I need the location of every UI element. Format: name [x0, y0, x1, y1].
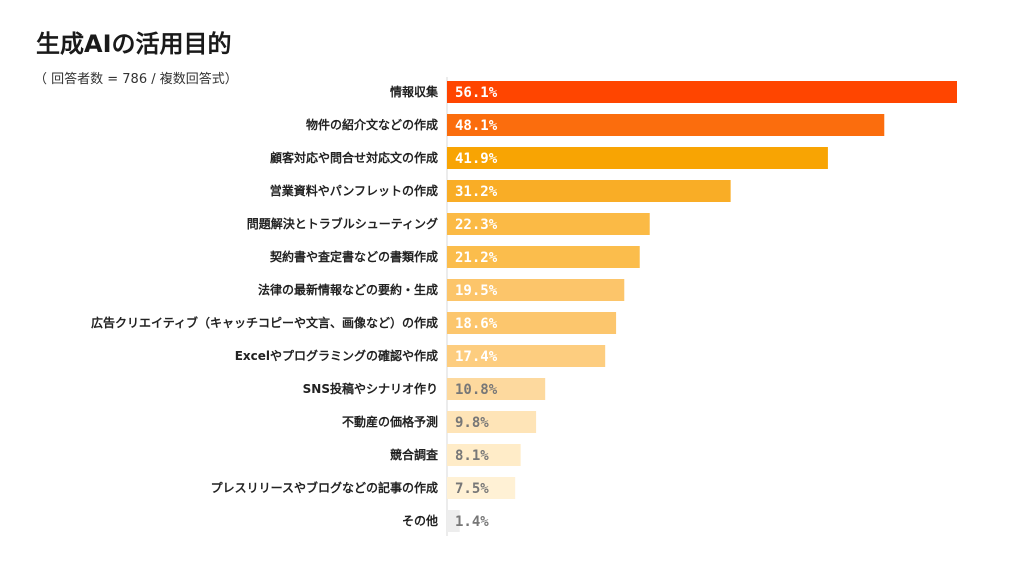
category-label: 営業資料やパンフレットの作成 — [270, 183, 438, 198]
bar — [447, 147, 828, 169]
bar — [447, 81, 957, 103]
chart-subtitle: （ 回答者数 = 786 / 複数回答式） — [34, 72, 238, 87]
bar — [447, 246, 640, 268]
category-label: その他 — [402, 513, 438, 528]
value-label: 17.4% — [455, 349, 498, 365]
value-label: 48.1% — [455, 118, 498, 134]
category-label: 不動産の価格予測 — [342, 414, 438, 429]
bar — [447, 510, 460, 532]
value-label: 19.5% — [455, 283, 498, 299]
category-label: 法律の最新情報などの要約・生成 — [258, 282, 438, 297]
chart-title: 生成AIの活用目的 — [36, 30, 232, 58]
bar — [447, 279, 625, 301]
value-label: 1.4% — [455, 514, 489, 530]
bar — [447, 312, 617, 334]
value-label: 56.1% — [455, 85, 498, 101]
value-label: 7.5% — [455, 481, 489, 497]
value-label: 18.6% — [455, 316, 498, 332]
value-label: 22.3% — [455, 217, 498, 233]
value-label: 9.8% — [455, 415, 489, 431]
bar — [447, 345, 606, 367]
bar — [447, 444, 521, 466]
value-label: 21.2% — [455, 250, 498, 266]
value-label: 10.8% — [455, 382, 498, 398]
bar — [447, 213, 650, 235]
bar — [447, 477, 516, 499]
category-label: 顧客対応や問合せ対応文の作成 — [270, 150, 438, 165]
category-label: 物件の紹介文などの作成 — [306, 117, 438, 132]
bar — [447, 180, 731, 202]
bar — [447, 378, 546, 400]
category-label: プレスリリースやブログなどの記事の作成 — [211, 480, 438, 495]
category-label: 情報収集 — [390, 84, 439, 99]
bars-group: 情報収集 56.1% 物件の紹介文などの作成 48.1% 顧客対応や問合せ対応文の作成 4… — [91, 81, 957, 532]
bar — [447, 114, 885, 136]
category-label: 問題解決とトラブルシューティング — [247, 216, 438, 231]
value-label: 31.2% — [455, 184, 498, 200]
value-label: 41.9% — [455, 151, 498, 167]
category-label: SNS投稿やシナリオ作り — [303, 381, 438, 396]
bar — [447, 411, 537, 433]
category-label: 広告クリエイティブ（キャッチコピーや文言、画像など）の作成 — [91, 315, 438, 330]
category-label: 競合調査 — [390, 447, 439, 462]
category-label: Excelやプログラミングの確認や作成 — [235, 348, 438, 363]
category-label: 契約書や査定書などの書類作成 — [269, 249, 438, 264]
value-label: 8.1% — [455, 448, 489, 464]
